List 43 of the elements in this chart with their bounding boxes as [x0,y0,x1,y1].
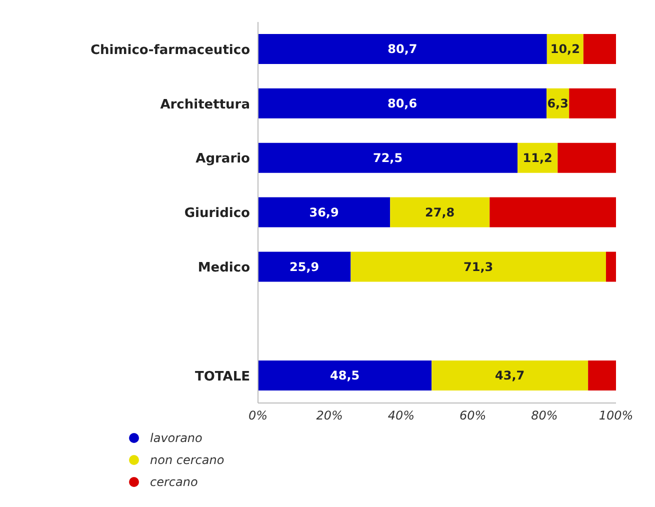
x-tick-label: 100% [598,408,634,423]
y-tick-label: Chimico-farmaceutico [90,42,250,58]
bar [432,360,588,391]
bar [490,197,616,228]
bar [558,142,616,173]
x-tick-label: 40% [388,408,415,423]
data-label: 71,3 [464,260,494,274]
bar [258,360,432,391]
x-tick-label: 0% [248,408,268,423]
bar [258,142,518,173]
y-tick-label: TOTALE [194,369,250,384]
bar [258,252,351,282]
bar [518,142,558,173]
data-label: 48,5 [330,368,360,383]
data-label: 6,3 [547,96,568,111]
data-label: 25,9 [290,260,320,274]
y-tick-label: Agrario [196,152,250,167]
data-label: 36,9 [309,205,339,220]
bar [350,252,606,282]
bar [390,197,490,228]
bar [258,88,547,118]
y-tick-label: Architettura [160,97,250,112]
legend-label: non cercano [150,453,224,467]
bar [588,360,616,391]
y-tick-label: Giuridico [184,206,250,222]
x-tick-label: 60% [459,408,486,423]
legend-label: cercano [150,475,198,489]
data-label: 27,8 [425,205,455,220]
bar [569,88,616,118]
data-label: 10,2 [550,42,580,56]
bar [258,197,390,228]
data-label: 72,5 [372,151,403,166]
data-label: 11,2 [522,151,552,166]
bar [583,34,616,64]
data-label: 80,7 [388,42,418,56]
x-tick-label: 20% [316,408,343,423]
y-tick-label: Medico [198,260,250,276]
bar [606,252,616,282]
data-label: 43,7 [495,368,525,383]
legend-label: lavorano [150,431,202,445]
x-tick-label: 80% [531,408,558,423]
bar [258,34,547,64]
data-label: 80,6 [387,96,418,111]
